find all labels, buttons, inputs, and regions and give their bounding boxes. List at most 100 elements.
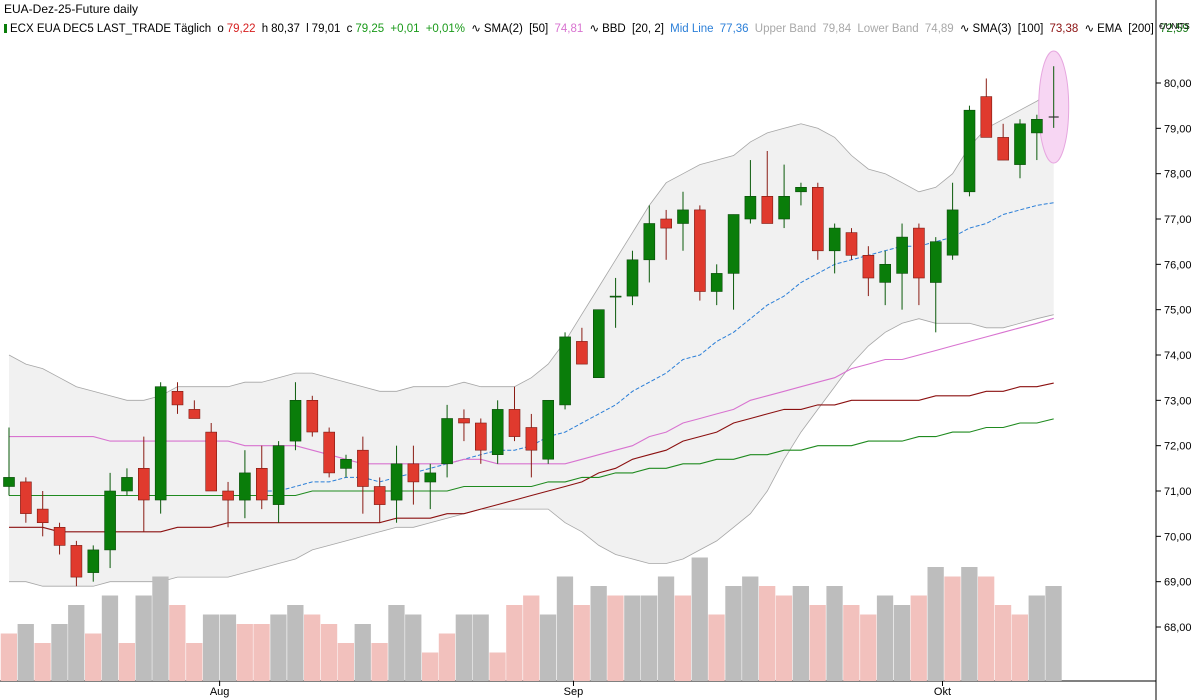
candle-body bbox=[828, 227, 841, 252]
candle-body bbox=[1031, 119, 1043, 134]
volume-bar bbox=[590, 586, 607, 681]
x-tick-label: Okt bbox=[934, 686, 951, 698]
volume-bar bbox=[607, 595, 624, 681]
y-tick-label: 72,00 bbox=[1164, 441, 1192, 453]
candle-body bbox=[205, 431, 217, 492]
volume-bar bbox=[236, 624, 253, 681]
candle-body bbox=[306, 399, 319, 433]
candle-body bbox=[289, 399, 302, 442]
volume-bar bbox=[68, 605, 85, 681]
candle-body bbox=[407, 463, 420, 483]
legend-sma100-label: SMA(3) bbox=[972, 23, 1012, 35]
volume-bar bbox=[1011, 614, 1028, 681]
y-tick-label: 68,00 bbox=[1164, 622, 1192, 634]
legend-mid-label: Mid Line bbox=[670, 23, 714, 35]
candle-body bbox=[508, 409, 521, 437]
legend-mid-value: 77,36 bbox=[719, 23, 749, 35]
volume-bar bbox=[135, 595, 152, 681]
candle-body bbox=[171, 390, 184, 406]
volume-bar bbox=[270, 614, 287, 681]
legend-change-pct: +0,01% bbox=[425, 23, 466, 35]
legend-bar: ECX EUA DEC5 LAST_TRADE Täglich o 79,22 h… bbox=[4, 21, 1192, 35]
candle-body bbox=[525, 427, 538, 451]
volume-bar bbox=[85, 633, 102, 681]
legend-high: 80,37 bbox=[271, 23, 300, 35]
candle-body bbox=[239, 472, 251, 501]
volume-bar bbox=[893, 605, 911, 681]
volume-bar bbox=[556, 576, 574, 681]
candle-body bbox=[390, 463, 403, 501]
candle-body bbox=[677, 209, 689, 224]
legend-bbd-label: BBD bbox=[602, 23, 626, 35]
y-tick-label: 76,00 bbox=[1164, 259, 1192, 271]
volume-bar bbox=[961, 567, 978, 681]
legend-open-label: o bbox=[217, 23, 224, 35]
candle-body bbox=[458, 418, 470, 424]
upper-band-line bbox=[8, 89, 1054, 401]
candle-body bbox=[357, 449, 369, 487]
volume-bar bbox=[337, 643, 354, 681]
candle-body bbox=[138, 467, 150, 501]
volume-bar bbox=[927, 567, 944, 681]
candle-body bbox=[323, 431, 336, 474]
candle-body bbox=[474, 422, 487, 451]
volume-bars bbox=[0, 557, 1062, 681]
candle-body bbox=[660, 218, 673, 229]
y-tick-label: 70,00 bbox=[1164, 531, 1192, 543]
volume-bar bbox=[843, 605, 860, 681]
volume-bar bbox=[1045, 586, 1062, 681]
volume-bar bbox=[287, 605, 304, 681]
legend-close: 79,25 bbox=[355, 23, 385, 35]
legend-open: 79,22 bbox=[226, 23, 256, 35]
volume-bar bbox=[523, 595, 540, 681]
candle-body bbox=[222, 490, 234, 501]
candle-body bbox=[694, 209, 706, 292]
ema200-line bbox=[9, 418, 1054, 497]
volume-bar bbox=[944, 576, 961, 681]
candle-body bbox=[3, 477, 15, 487]
sma100-line bbox=[9, 382, 1054, 533]
volume-bar bbox=[657, 576, 675, 681]
volume-bar bbox=[422, 652, 439, 681]
candle-body bbox=[87, 549, 100, 573]
chart-title: EUA-Dez-25-Future daily bbox=[4, 2, 139, 16]
lower-band-line bbox=[9, 314, 1054, 587]
volume-bar bbox=[809, 605, 826, 681]
volume-bar bbox=[489, 652, 506, 681]
candle-body bbox=[373, 486, 386, 505]
legend-low-label: l bbox=[306, 23, 309, 35]
legend-close-label: c bbox=[346, 23, 353, 35]
candle-body bbox=[778, 196, 790, 220]
volume-bar bbox=[691, 557, 708, 681]
bollinger-band-fill bbox=[9, 90, 1054, 587]
candle-icon bbox=[4, 24, 7, 33]
volume-bar bbox=[202, 614, 220, 681]
candle-body bbox=[946, 209, 959, 256]
candle-body bbox=[491, 409, 504, 455]
candle-body bbox=[576, 341, 588, 365]
candle-body bbox=[710, 273, 723, 292]
y-tick-label: 78,00 bbox=[1164, 169, 1192, 181]
volume-bar bbox=[405, 614, 422, 681]
candle-body bbox=[559, 336, 571, 406]
y-tick-label: 69,00 bbox=[1164, 577, 1192, 589]
volume-bar bbox=[674, 595, 691, 681]
candle-body bbox=[862, 255, 875, 279]
candlesticks bbox=[3, 66, 1059, 587]
volume-bar bbox=[101, 595, 119, 681]
volume-bar bbox=[826, 586, 843, 681]
y-tick-label: 74,00 bbox=[1164, 350, 1192, 362]
volume-bar bbox=[641, 595, 658, 681]
y-tick-label: 79,00 bbox=[1164, 123, 1192, 135]
candle-body bbox=[879, 263, 892, 283]
legend-high-label: h bbox=[261, 23, 269, 35]
volume-bar bbox=[371, 643, 388, 681]
legend-sma100-value: 73,38 bbox=[1049, 23, 1079, 35]
candle-body bbox=[929, 241, 942, 283]
volume-bar bbox=[388, 605, 405, 681]
volume-bar bbox=[169, 605, 186, 681]
legend-lower-value: 74,89 bbox=[924, 23, 954, 35]
volume-bar bbox=[186, 643, 203, 681]
volume-bar bbox=[152, 576, 169, 681]
